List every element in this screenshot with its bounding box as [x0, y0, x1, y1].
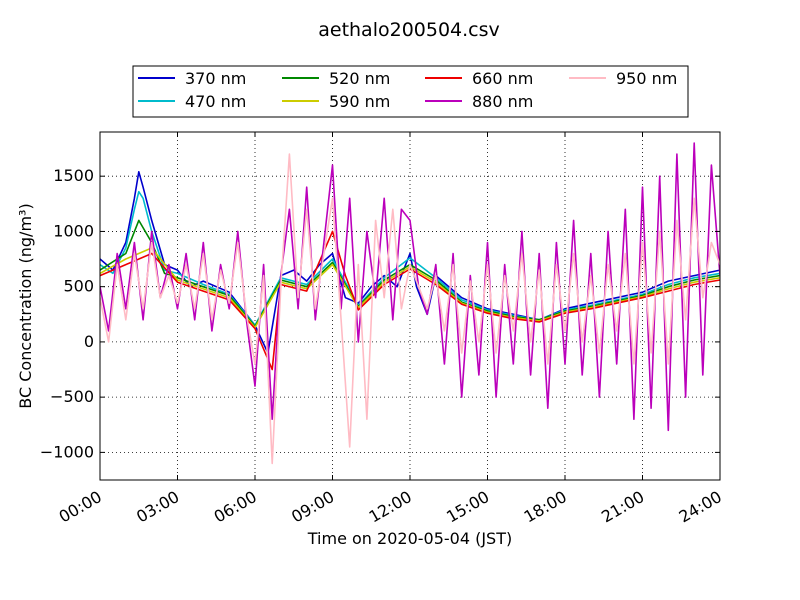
series-line-470-nm — [100, 190, 720, 327]
plot-area — [99, 131, 721, 481]
legend-label: 590 nm — [329, 92, 390, 111]
y-tick-labels: −1000 −500 0 500 1000 1500 — [40, 166, 94, 461]
legend: 370 nm 470 nm 520 nm 590 nm 660 nm 880 nm 950 … — [132, 65, 689, 118]
legend-label: 660 nm — [472, 69, 533, 88]
series-line-880-nm — [100, 142, 720, 432]
y-tick-label: 1500 — [53, 166, 94, 185]
legend-frame — [132, 65, 689, 118]
legend-entries: 370 nm 470 nm 520 nm 590 nm 660 nm 880 nm 950 … — [138, 69, 677, 111]
grid-lines — [99, 132, 721, 480]
y-tick-label: −1000 — [40, 442, 94, 461]
legend-label: 370 nm — [185, 69, 246, 88]
series-line-950-nm — [100, 153, 720, 465]
legend-label: 950 nm — [616, 69, 677, 88]
legend-label: 520 nm — [329, 69, 390, 88]
y-axis-label: BC Concentration (ng/m³) — [16, 203, 35, 408]
chart-title: aethalo200504.csv — [318, 19, 500, 41]
legend-label: 880 nm — [472, 92, 533, 111]
y-tick-label: −500 — [50, 387, 94, 406]
y-tick-label: 0 — [84, 332, 94, 351]
series-line-660-nm — [100, 230, 720, 371]
x-axis-label: Time on 2020-05-04 (JST) — [307, 529, 512, 548]
legend-label: 470 nm — [185, 92, 246, 111]
y-tick-label: 1000 — [53, 221, 94, 240]
tick-marks — [99, 132, 721, 480]
series-layer — [100, 142, 720, 465]
plot-frame — [99, 131, 721, 481]
y-tick-label: 500 — [63, 277, 94, 296]
